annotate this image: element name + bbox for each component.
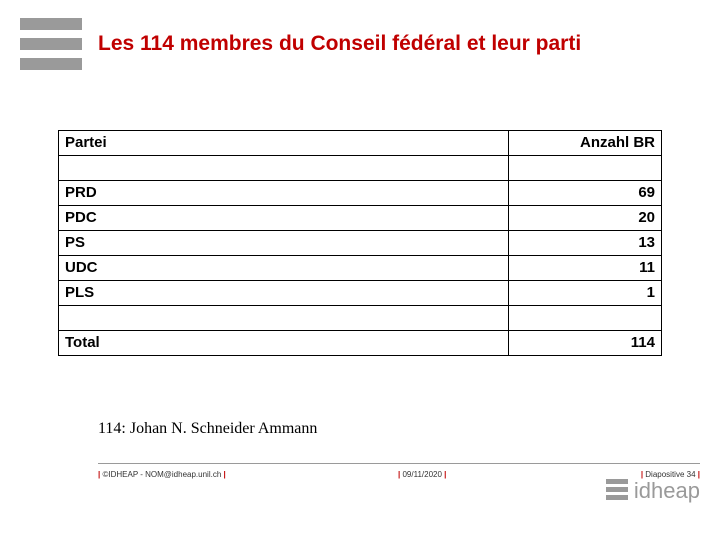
cell-party: PS	[59, 231, 509, 256]
table-row: PS 13	[59, 231, 662, 256]
brand-text: idheap	[634, 478, 700, 504]
cell-party: PRD	[59, 181, 509, 206]
party-table: Partei Anzahl BR PRD 69 PDC 20 PS 13 UDC…	[58, 130, 662, 356]
cell-party: PLS	[59, 281, 509, 306]
table-total-row: Total 114	[59, 331, 662, 356]
slide-title: Les 114 membres du Conseil fédéral et le…	[98, 32, 581, 56]
footer-divider	[98, 463, 700, 464]
table-empty-row	[59, 306, 662, 331]
cell-count: 69	[509, 181, 662, 206]
table-empty-row	[59, 156, 662, 181]
footer-slide-number: | Diapositive 34 |	[641, 470, 700, 479]
logo-bars-icon	[20, 18, 82, 78]
footer-copyright: | ©IDHEAP - NOM@idheap.unil.ch |	[98, 470, 226, 479]
footnote: 114: Johan N. Schneider Ammann	[98, 420, 317, 438]
footer-date: | 09/11/2020 |	[398, 470, 446, 479]
cell-count: 11	[509, 256, 662, 281]
table-row: PRD 69	[59, 181, 662, 206]
cell-party: UDC	[59, 256, 509, 281]
brand-bars-icon	[606, 479, 628, 503]
cell-count: 13	[509, 231, 662, 256]
cell-count: 20	[509, 206, 662, 231]
table-header-row: Partei Anzahl BR	[59, 131, 662, 156]
cell-total-count: 114	[509, 331, 662, 356]
cell-count: 1	[509, 281, 662, 306]
cell-total-label: Total	[59, 331, 509, 356]
header-party: Partei	[59, 131, 509, 156]
table-row: PDC 20	[59, 206, 662, 231]
brand-logo: idheap	[606, 478, 700, 504]
table-row: UDC 11	[59, 256, 662, 281]
cell-party: PDC	[59, 206, 509, 231]
table-row: PLS 1	[59, 281, 662, 306]
header-count: Anzahl BR	[509, 131, 662, 156]
